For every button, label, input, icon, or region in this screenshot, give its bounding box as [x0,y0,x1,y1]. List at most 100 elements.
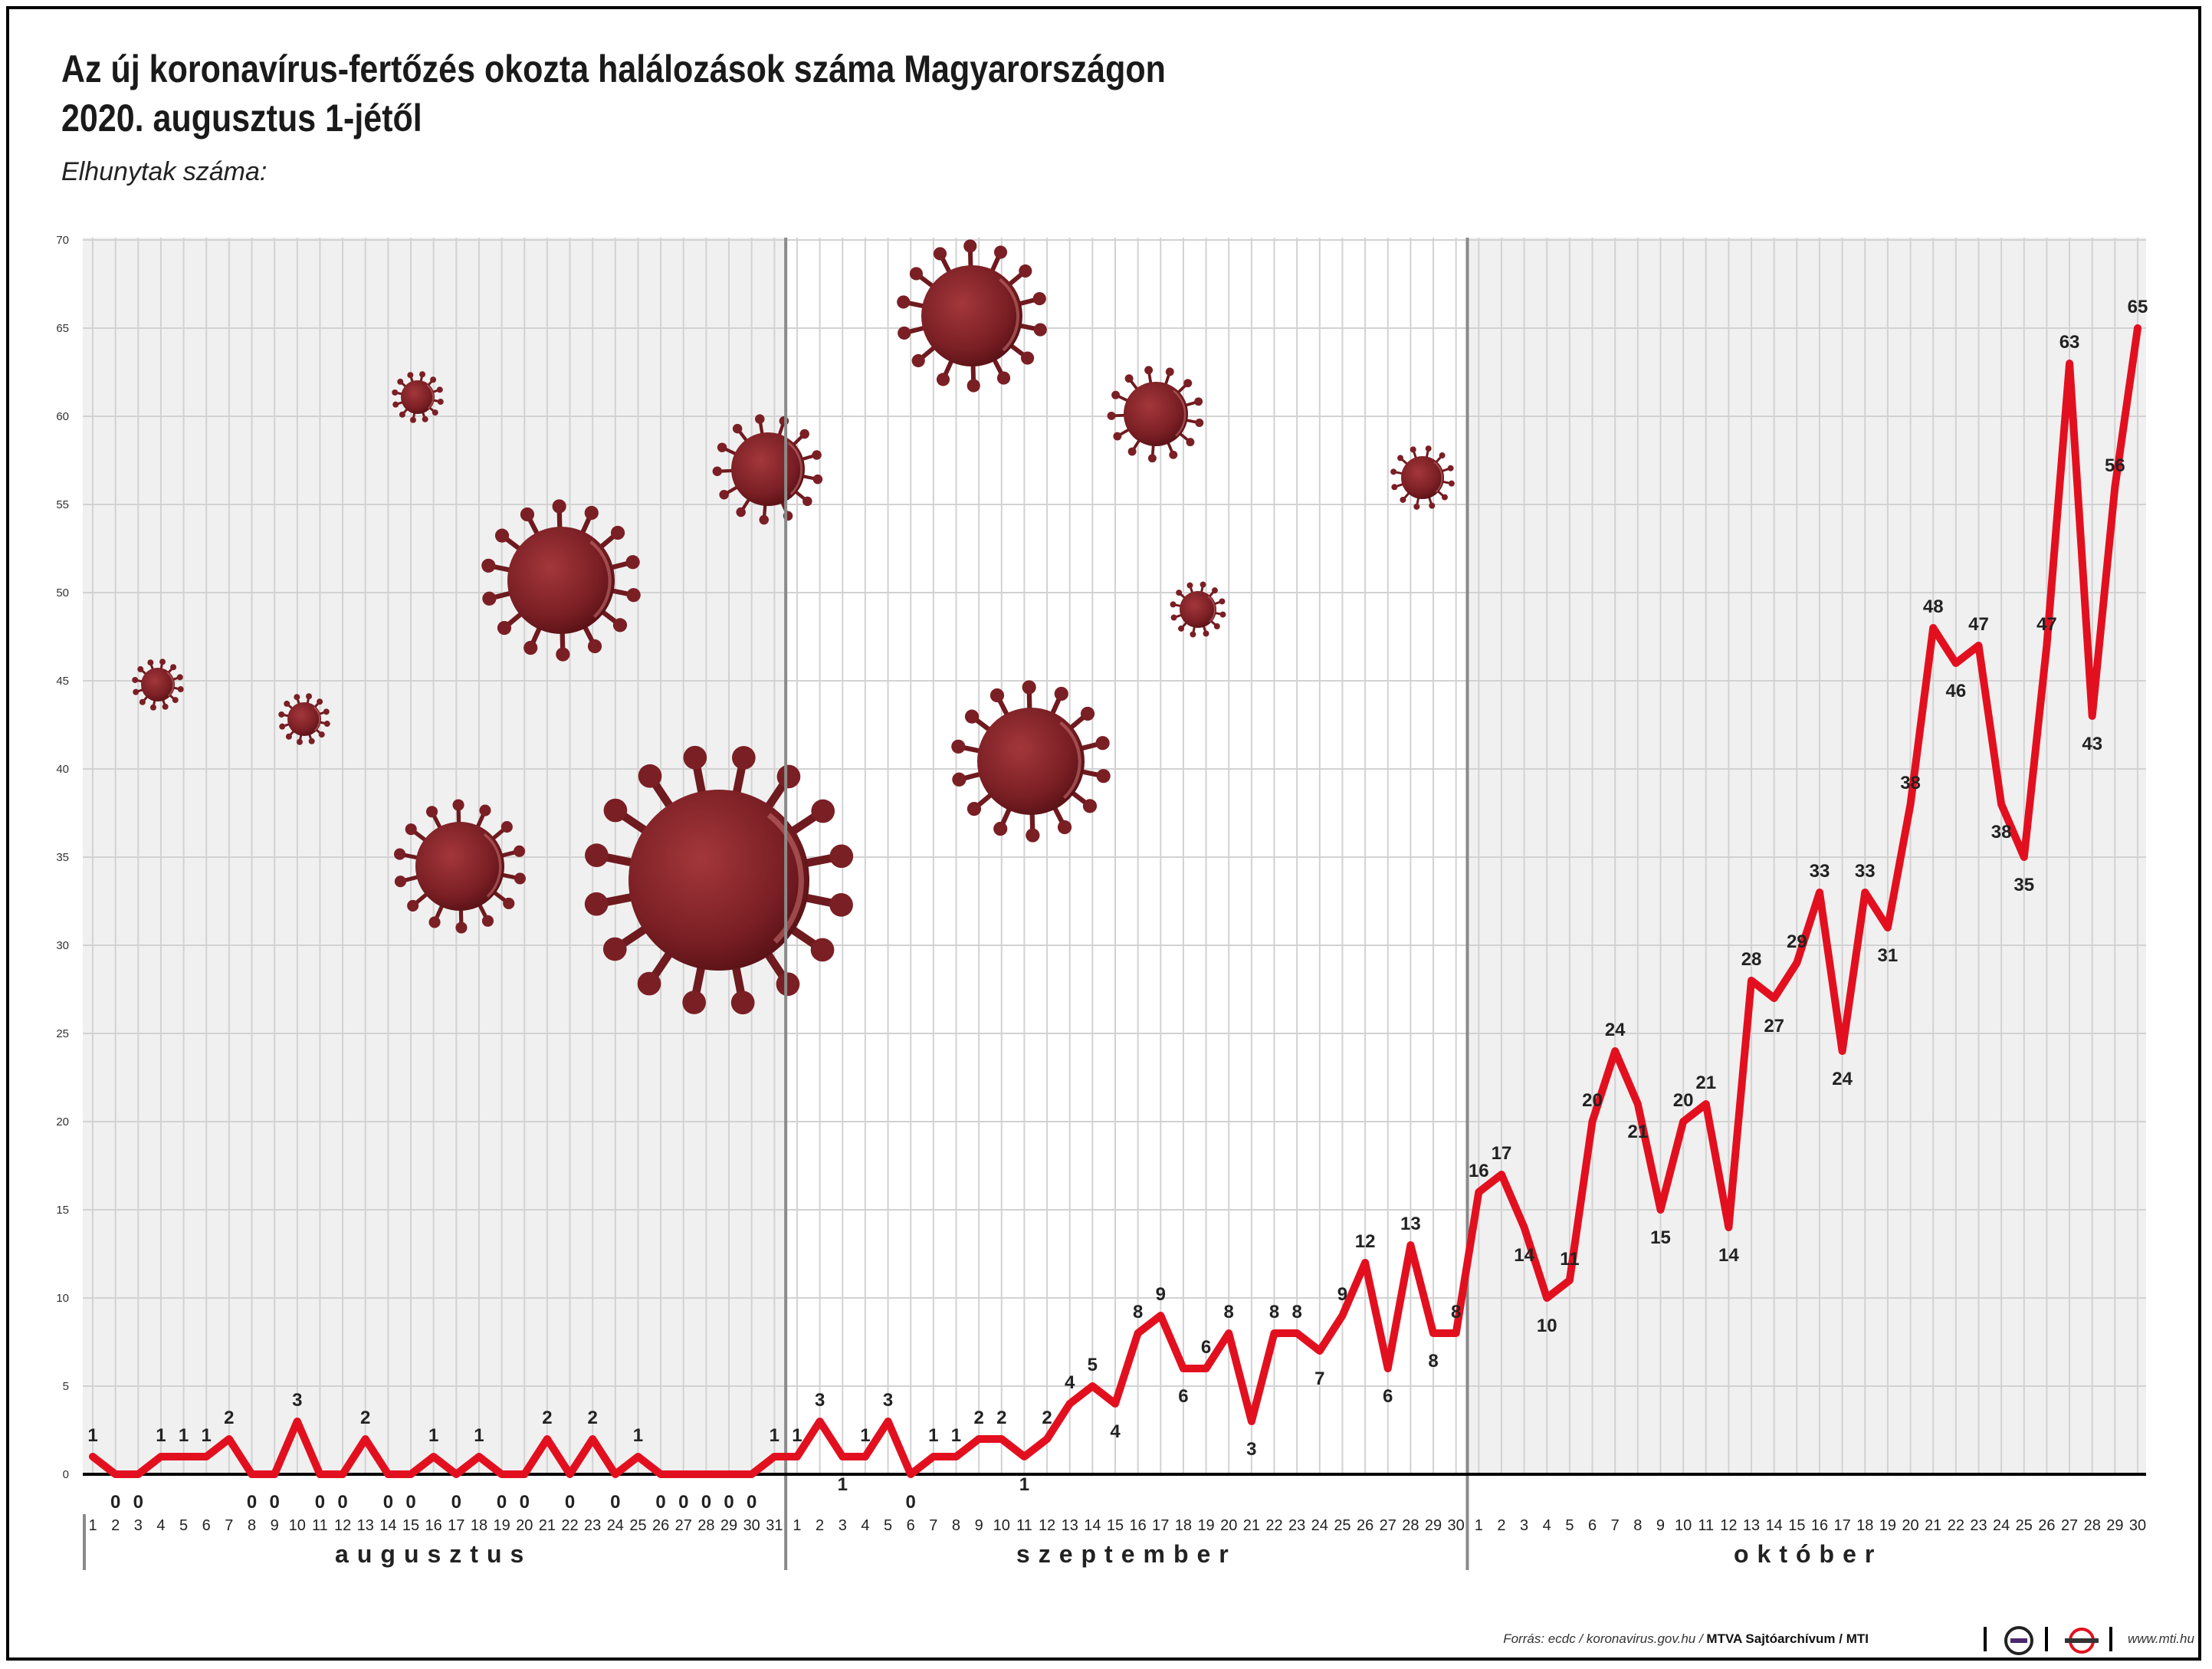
data-label: 8 [1451,1302,1461,1322]
data-label: 20 [1673,1090,1694,1111]
x-tick-label: 3 [134,1517,143,1534]
x-tick-label: 30 [743,1517,760,1534]
data-label: 6 [1383,1386,1393,1407]
data-label: 7 [1314,1368,1324,1389]
data-label: 0 [678,1492,688,1513]
virus-decorations [132,239,1455,1015]
y-tick-label: 30 [56,939,69,952]
data-label: 2 [587,1408,597,1428]
data-label: 2 [996,1408,1006,1428]
x-tick-label: 1 [88,1517,97,1534]
x-tick-label: 12 [1720,1517,1737,1534]
x-tick-label: 4 [861,1517,869,1534]
x-tick-label: 27 [2061,1517,2078,1534]
x-tick-label: 19 [1879,1517,1896,1534]
y-tick-label: 35 [56,851,69,864]
mtva-logo-icon [2004,1626,2033,1655]
x-tick-label: 18 [1856,1517,1873,1534]
data-label: 2 [360,1408,370,1428]
x-tick-label: 13 [1062,1517,1078,1534]
footer-divider [2045,1627,2048,1651]
x-tick-label: 20 [1220,1517,1237,1534]
data-label: 38 [1991,822,2012,843]
x-tick-label: 22 [1265,1517,1282,1534]
x-tick-label: 5 [179,1517,188,1534]
data-label: 12 [1355,1231,1376,1252]
x-tick-label: 16 [425,1517,442,1534]
y-tick-label: 70 [56,234,69,247]
y-tick-label: 5 [63,1380,69,1393]
x-tick-label: 15 [1788,1517,1805,1534]
data-label: 1 [633,1425,643,1446]
data-label: 0 [520,1492,530,1513]
data-label: 8 [1269,1302,1279,1322]
data-label: 0 [747,1492,756,1513]
data-label: 2 [973,1408,983,1428]
website-link[interactable]: www.mti.hu [2128,1631,2194,1646]
data-label: 46 [1945,681,1966,701]
x-tick-label: 6 [202,1517,211,1534]
data-label: 1 [202,1425,212,1446]
x-tick-label: 3 [1520,1517,1528,1534]
data-label: 9 [1337,1284,1347,1305]
virus-icon [132,659,184,711]
x-tick-label: 9 [1656,1517,1665,1534]
x-tick-label: 28 [697,1517,714,1534]
x-tick-label: 13 [1743,1517,1760,1534]
x-tick-label: 15 [1107,1517,1124,1534]
data-label: 0 [701,1492,711,1513]
data-label: 2 [542,1408,552,1428]
x-tick-label: 14 [1084,1517,1101,1534]
data-label: 1 [792,1425,802,1446]
x-tick-label: 23 [1970,1517,1987,1534]
data-label: 8 [1133,1302,1143,1322]
data-label: 6 [1178,1386,1188,1407]
data-label: 24 [1605,1020,1626,1040]
data-label: 0 [315,1492,325,1513]
x-tick-label: 2 [111,1517,120,1534]
data-label: 1 [156,1425,166,1446]
y-tick-label: 25 [56,1027,69,1040]
series-line [89,324,2141,1478]
x-tick-label: 13 [357,1517,374,1534]
x-tick-label: 31 [766,1517,783,1534]
data-label: 5 [1088,1355,1098,1375]
x-tick-label: 22 [1948,1517,1964,1534]
data-label: 21 [1695,1073,1716,1093]
x-tick-label: 18 [471,1517,487,1534]
x-tick-label: 7 [225,1517,233,1534]
data-label: 16 [1469,1161,1489,1181]
x-tick-label: 18 [1175,1517,1192,1534]
data-label: 47 [1968,614,1989,635]
x-tick-label: 11 [1698,1517,1714,1534]
data-label: 1 [951,1425,961,1446]
x-tick-label: 6 [907,1517,915,1534]
data-label: 4 [1065,1372,1075,1393]
data-label: 33 [1855,861,1876,882]
x-tick-label: 10 [993,1517,1010,1534]
data-label: 0 [655,1492,665,1513]
data-label: 1 [928,1425,938,1446]
data-label: 14 [1514,1245,1534,1266]
data-label: 8 [1291,1302,1301,1322]
x-tick-label: 19 [1197,1517,1214,1534]
data-label: 29 [1787,931,1807,952]
x-tick-label: 17 [1833,1517,1850,1534]
chart-title: Az új koronavírus-fertőzés okozta halálo… [61,44,2054,143]
grid-lines [83,238,2146,1474]
virus-icon [392,371,444,423]
y-tick-label: 55 [56,498,69,511]
series-line-deaths [89,324,2141,1478]
x-tick-label: 8 [1633,1517,1642,1534]
virus-icon [481,499,641,662]
x-tick-label: 23 [1288,1517,1305,1534]
x-tick-label: 29 [720,1517,737,1534]
x-tick-label: 1 [793,1517,801,1534]
virus-icon [584,745,854,1015]
data-label: 4 [1110,1421,1121,1442]
x-tick-label: 17 [1152,1517,1169,1534]
data-label: 0 [724,1492,734,1513]
x-tick-label: 19 [493,1517,510,1534]
y-tick-label: 40 [56,763,69,776]
